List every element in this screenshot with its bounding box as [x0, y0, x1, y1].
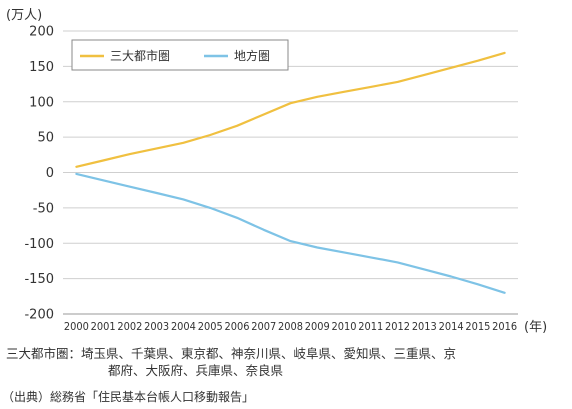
y-tick-label: -50 — [33, 201, 54, 216]
footnote-line-2: 都府、大阪府、兵庫県、奈良県 — [108, 363, 284, 378]
x-tick-label: 2013 — [412, 321, 437, 333]
y-axis-ticks: 200 150 100 50 0 -50 -100 -150 -200 — [24, 25, 54, 323]
y-tick-label: 150 — [29, 60, 54, 75]
x-tick-label: 2003 — [144, 321, 169, 333]
x-tick-label: 2015 — [465, 321, 490, 333]
gridlines — [63, 30, 518, 315]
series-lines — [75, 51, 506, 294]
x-axis-ticks: 2000 2001 2002 2003 2004 2005 2006 2007 2008 2009… — [64, 321, 518, 333]
x-tick-label: 2004 — [171, 321, 196, 333]
x-tick-label: 2011 — [358, 321, 383, 333]
x-tick-label: 2000 — [64, 321, 89, 333]
x-tick-label: 2012 — [385, 321, 410, 333]
legend: 三大都市圏 地方圏 — [71, 39, 289, 71]
footnote: 三大都市圏：埼玉県、千葉県、東京都、神奈川県、岐阜県、愛知県、三重県、京 都府、… — [6, 345, 566, 379]
x-tick-label: 2014 — [439, 321, 464, 333]
legend-label-chihouken: 地方圏 — [234, 48, 270, 63]
x-tick-label: 2002 — [117, 321, 142, 333]
legend-box — [71, 39, 289, 71]
x-tick-label: 2005 — [198, 321, 223, 333]
series-line-0 — [75, 51, 506, 168]
x-tick-label: 2006 — [224, 321, 249, 333]
x-tick-label: 2001 — [91, 321, 116, 333]
y-tick-label: 0 — [46, 166, 54, 181]
x-tick-label: 2007 — [251, 321, 276, 333]
y-tick-label: 100 — [29, 95, 54, 110]
x-tick-label: 2016 — [492, 321, 517, 333]
series-line-1 — [75, 172, 506, 294]
y-tick-label: 50 — [37, 131, 54, 146]
footnote-line-1: 三大都市圏：埼玉県、千葉県、東京都、神奈川県、岐阜県、愛知県、三重県、京 — [6, 346, 457, 361]
y-tick-label: -150 — [24, 272, 54, 287]
y-tick-label: -200 — [24, 308, 54, 323]
x-axis-unit-label: (年) — [524, 320, 547, 335]
x-tick-label: 2010 — [332, 321, 357, 333]
y-tick-label: 200 — [29, 25, 54, 40]
source-citation: （出典）総務省「住民基本台帳人口移動報告」 — [2, 390, 255, 404]
line-chart: 200 150 100 50 0 -50 -100 -150 -200 2000 2001 2002… — [6, 8, 547, 335]
x-tick-label: 2008 — [278, 321, 303, 333]
y-tick-label: -100 — [24, 237, 54, 252]
legend-label-sandai-toshiken: 三大都市圏 — [110, 48, 170, 63]
y-axis-unit-label: (万人) — [6, 8, 42, 23]
x-tick-label: 2009 — [305, 321, 330, 333]
